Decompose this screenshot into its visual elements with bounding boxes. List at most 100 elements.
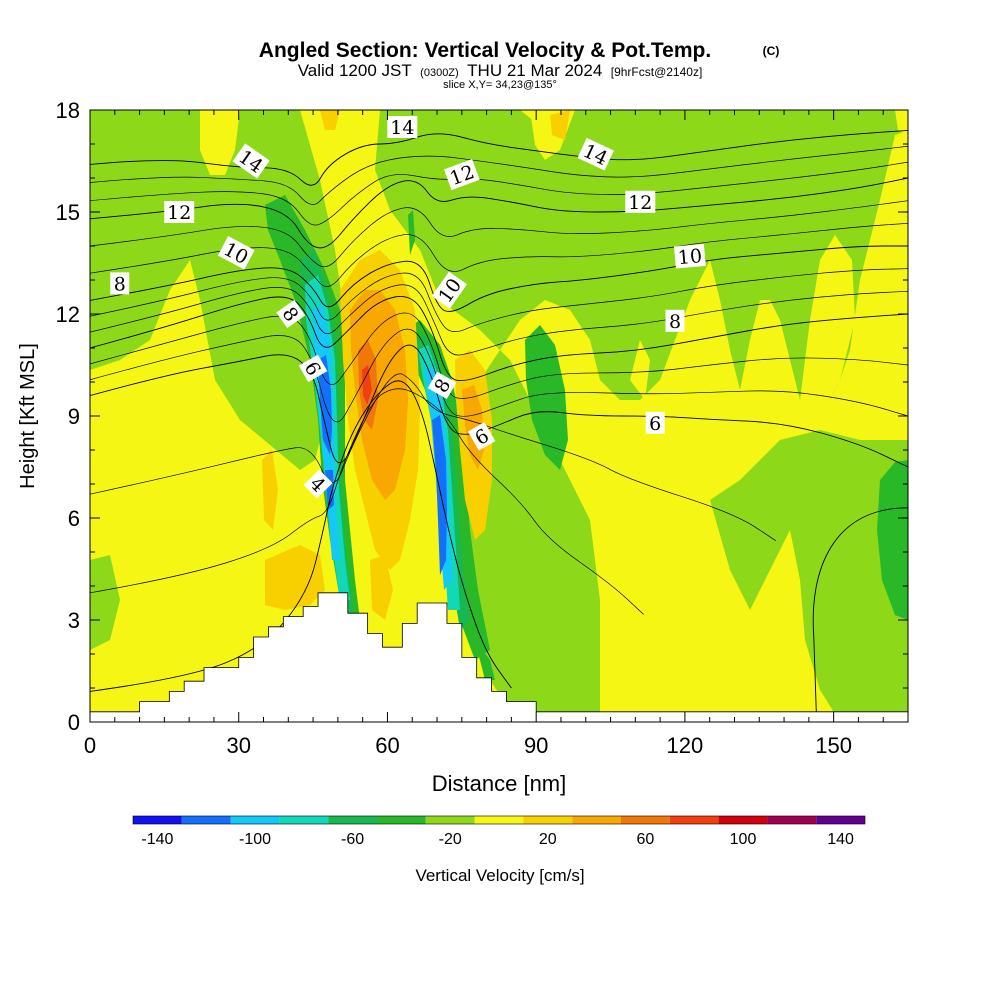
theta-contour-minor bbox=[90, 200, 908, 268]
updraft-region-lower-left bbox=[265, 545, 325, 610]
colorbar-tick-label: -60 bbox=[341, 831, 364, 848]
colorbar-swatch bbox=[621, 816, 670, 824]
colorbar-swatch bbox=[133, 816, 182, 824]
vertical-velocity-field bbox=[90, 110, 908, 722]
theta-contour-14 bbox=[90, 129, 908, 186]
theta-contour-minor bbox=[90, 328, 908, 423]
slice-info: slice X,Y= 34,23@135° bbox=[443, 79, 557, 91]
theta-contour-minor bbox=[90, 145, 908, 205]
svg-text:8: 8 bbox=[114, 273, 126, 295]
terrain-mask bbox=[89, 592, 909, 723]
y-tick-label: 15 bbox=[56, 200, 80, 225]
updraft-core-center-small bbox=[362, 365, 372, 405]
theta-contour-closed-right bbox=[812, 507, 908, 712]
downdraft-band-far-right bbox=[877, 460, 908, 620]
x-tick-label: 60 bbox=[375, 733, 399, 758]
downdraft-sliver-upper bbox=[408, 210, 415, 255]
theta-contour-minor bbox=[90, 388, 644, 615]
colorbar-tick-label: 60 bbox=[637, 831, 655, 848]
theta-contour-6 bbox=[90, 344, 908, 468]
updraft-weak-region-mid bbox=[520, 460, 600, 722]
x-tick-label: 0 bbox=[84, 733, 96, 758]
colorbar-swatch bbox=[279, 816, 329, 824]
updraft-region-lower-left-2 bbox=[262, 450, 278, 530]
svg-text:12: 12 bbox=[628, 192, 652, 214]
updraft-region-lower-center bbox=[370, 555, 393, 620]
colorbar-swatch bbox=[377, 816, 426, 824]
colorbar: -140 -100 -60 -20 20 60 100 140 bbox=[132, 815, 866, 848]
theta-contour-minor bbox=[90, 373, 776, 541]
theta-contours bbox=[90, 129, 908, 712]
chart-title: Angled Section: Vertical Velocity & Pot.… bbox=[259, 39, 711, 62]
colorbar-swatch bbox=[718, 816, 768, 824]
colorbar-swatch bbox=[767, 816, 817, 824]
theta-contour-12 bbox=[90, 177, 908, 249]
svg-text:12: 12 bbox=[167, 202, 191, 224]
valid-time-line: Valid 1200 JST (0300Z) THU 21 Mar 2024 [… bbox=[298, 61, 703, 80]
theta-label: 6 bbox=[645, 411, 665, 435]
axes: 0 30 60 90 120 150 0 3 6 9 12 15 18 bbox=[56, 98, 908, 758]
colorbar-tick-label: 140 bbox=[827, 831, 854, 848]
yellow-pocket-6 bbox=[895, 110, 908, 135]
updraft-pocket-top bbox=[320, 110, 340, 130]
colorbar-swatch bbox=[230, 816, 280, 824]
y-tick-label: 9 bbox=[68, 404, 80, 429]
theta-label: 10 bbox=[673, 243, 706, 269]
colorbar-swatch bbox=[816, 816, 865, 824]
y-tick-label: 0 bbox=[68, 710, 80, 735]
theta-label: 8 bbox=[110, 272, 130, 295]
theta-contour-8 bbox=[90, 296, 908, 382]
colorbar-swatch bbox=[572, 816, 621, 824]
colorbar-swatch bbox=[474, 816, 524, 824]
svg-text:10: 10 bbox=[677, 245, 703, 269]
theta-contour-minor bbox=[90, 284, 908, 356]
y-tick-label: 18 bbox=[56, 98, 80, 123]
svg-text:14: 14 bbox=[390, 117, 414, 139]
x-tick-label: 150 bbox=[815, 733, 852, 758]
colorbar-tick-label: 100 bbox=[730, 831, 757, 848]
y-tick-label: 3 bbox=[68, 608, 80, 633]
colorbar-swatch bbox=[523, 816, 573, 824]
theta-contour-minor bbox=[90, 268, 908, 332]
x-tick-label: 90 bbox=[524, 733, 548, 758]
downdraft-band-center-right bbox=[525, 325, 568, 470]
theta-label: 14 bbox=[387, 116, 418, 139]
colorbar-swatch bbox=[669, 816, 719, 824]
copyright-mark: (C) bbox=[763, 44, 780, 58]
y-tick-label: 6 bbox=[68, 506, 80, 531]
colorbar-tick-label: -20 bbox=[439, 831, 462, 848]
updraft-weak-region-right bbox=[710, 430, 908, 722]
svg-text:8: 8 bbox=[669, 311, 681, 333]
colorbar-label: Vertical Velocity [cm/s] bbox=[415, 866, 584, 885]
theta-label: 6 bbox=[298, 354, 328, 383]
updraft-pocket-top-2 bbox=[550, 110, 570, 140]
colorbar-swatch bbox=[181, 816, 231, 824]
theta-label: 8 bbox=[427, 371, 457, 400]
theta-label: 8 bbox=[665, 309, 685, 333]
theta-contour-minor bbox=[90, 222, 908, 287]
colorbar-tick-label: -100 bbox=[239, 831, 271, 848]
x-tick-label: 120 bbox=[667, 733, 704, 758]
x-axis-label: Distance [nm] bbox=[432, 771, 567, 796]
colorbar-tick-label: -140 bbox=[141, 831, 173, 848]
green-pocket-left bbox=[90, 555, 120, 650]
y-axis-label: Height [Kft MSL] bbox=[17, 343, 39, 489]
yellow-pocket-5 bbox=[630, 340, 650, 400]
colorbar-swatch bbox=[328, 816, 377, 824]
updraft-weak-region-center bbox=[375, 110, 908, 722]
theta-label: 8 bbox=[276, 299, 306, 329]
downdraft-band-lower-right bbox=[475, 640, 495, 680]
downdraft-core-right bbox=[432, 415, 447, 575]
yellow-pocket-2 bbox=[740, 300, 778, 395]
yellow-pocket-3 bbox=[200, 110, 240, 175]
x-tick-label: 30 bbox=[226, 733, 250, 758]
theta-label: 12 bbox=[164, 201, 195, 224]
y-tick-label: 12 bbox=[56, 302, 80, 327]
theta-label: 12 bbox=[625, 190, 656, 214]
terrain-profile bbox=[89, 592, 909, 723]
theta-contour-minor bbox=[90, 161, 908, 226]
colorbar-tick-label: 20 bbox=[539, 831, 557, 848]
svg-text:6: 6 bbox=[649, 413, 661, 435]
